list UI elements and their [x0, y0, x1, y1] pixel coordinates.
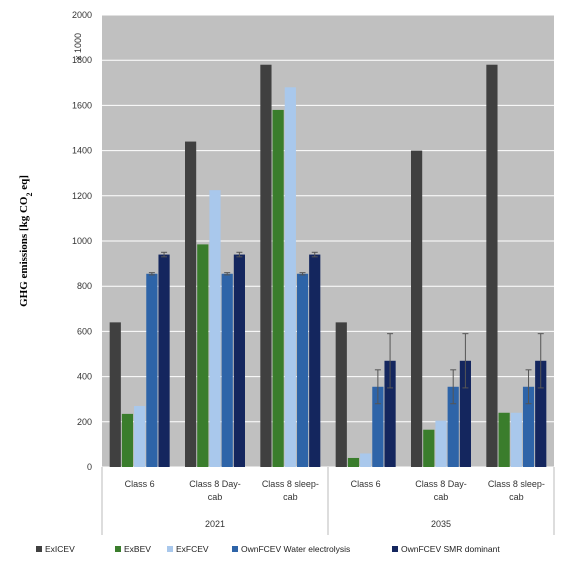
- category-label: cab: [509, 492, 524, 502]
- bar-exfcev: [435, 420, 447, 467]
- category-label: Class 6: [351, 479, 381, 489]
- bar-ownfcev-water-electrolysis: [296, 273, 309, 467]
- y-tick-label: 0: [87, 462, 92, 472]
- bar-exicev: [411, 150, 423, 467]
- category-label: Class 6: [125, 479, 155, 489]
- y-tick-label: 1800: [72, 55, 92, 65]
- y-tick-label: 2000: [72, 10, 92, 20]
- bar-ownfcev-water-electrolysis: [447, 386, 459, 467]
- bar-ownfcev-water-electrolysis: [146, 273, 158, 467]
- y-tick-label: 800: [77, 281, 92, 291]
- legend-swatch: [115, 546, 121, 552]
- bar-exfcev: [134, 405, 146, 467]
- category-label: Class 8 sleep-: [488, 479, 545, 489]
- bar-exfcev: [209, 190, 221, 467]
- y-tick-label: 400: [77, 372, 92, 382]
- category-label: Class 8 Day-: [189, 479, 241, 489]
- bar-ownfcev-smr-dominant: [384, 360, 396, 467]
- legend: ExICEV ExBEV ExFCEV OwnFCEV Water electroly…: [36, 544, 500, 554]
- category-label: cab: [434, 492, 449, 502]
- bar-exicev: [260, 64, 272, 467]
- legend-label: ExFCEV: [176, 544, 209, 554]
- category-axis: Class 6 Class 8 Day-cab Class 8 sleep-cab 2…: [101, 467, 555, 535]
- y-tick-labels: 0 200 400 600 800 1000 1200 1400 1600 1800 2000: [72, 10, 92, 472]
- bar-ownfcev-water-electrolysis: [522, 386, 535, 467]
- bar-ownfcev-water-electrolysis: [221, 273, 233, 467]
- y-tick-label: 200: [77, 417, 92, 427]
- bar-exfcev: [284, 87, 296, 467]
- bar-exbev: [423, 429, 435, 467]
- gridlines: [102, 14, 554, 468]
- scale-note: x 1000: [73, 33, 83, 60]
- legend-label: OwnFCEV SMR dominant: [401, 544, 500, 554]
- bar-ownfcev-smr-dominant: [309, 254, 321, 467]
- year-label: 2035: [431, 519, 451, 529]
- legend-swatch: [36, 546, 42, 552]
- legend-label: ExICEV: [45, 544, 75, 554]
- bar-exbev: [121, 413, 134, 467]
- legend-label: ExBEV: [124, 544, 151, 554]
- bars: [109, 64, 547, 468]
- y-tick-label: 1600: [72, 100, 92, 110]
- bar-ownfcev-smr-dominant: [459, 360, 471, 467]
- bar-exicev: [109, 322, 121, 467]
- bar-exbev: [272, 109, 284, 468]
- y-tick-label: 600: [77, 326, 92, 336]
- category-label: cab: [283, 492, 298, 502]
- bar-exbev: [197, 244, 209, 467]
- bar-ownfcev-smr-dominant: [233, 254, 245, 467]
- y-tick-label: 1200: [72, 191, 92, 201]
- bar-exicev: [486, 64, 498, 467]
- year-label: 2021: [205, 519, 225, 529]
- bar-exfcev: [510, 412, 522, 467]
- error-bars: [148, 251, 544, 405]
- legend-swatch: [232, 546, 238, 552]
- legend-label: OwnFCEV Water electrolysis: [241, 544, 350, 554]
- bar-ownfcev-smr-dominant: [158, 254, 170, 467]
- legend-swatch: [167, 546, 173, 552]
- y-axis-label: GHG emissions [kg CO2 eq]: [18, 175, 34, 307]
- bar-ownfcev-smr-dominant: [535, 360, 547, 467]
- legend-swatch: [392, 546, 398, 552]
- bar-ownfcev-water-electrolysis: [372, 386, 384, 467]
- y-tick-label: 1400: [72, 146, 92, 156]
- category-label: Class 8 Day-: [415, 479, 467, 489]
- bar-exbev: [498, 412, 510, 467]
- bar-exicev: [335, 322, 347, 467]
- bar-exicev: [185, 141, 197, 467]
- bar-exbev: [347, 457, 360, 467]
- category-label: Class 8 sleep-: [262, 479, 319, 489]
- y-tick-label: 1000: [72, 236, 92, 246]
- category-label: cab: [208, 492, 223, 502]
- bar-exfcev: [360, 453, 372, 467]
